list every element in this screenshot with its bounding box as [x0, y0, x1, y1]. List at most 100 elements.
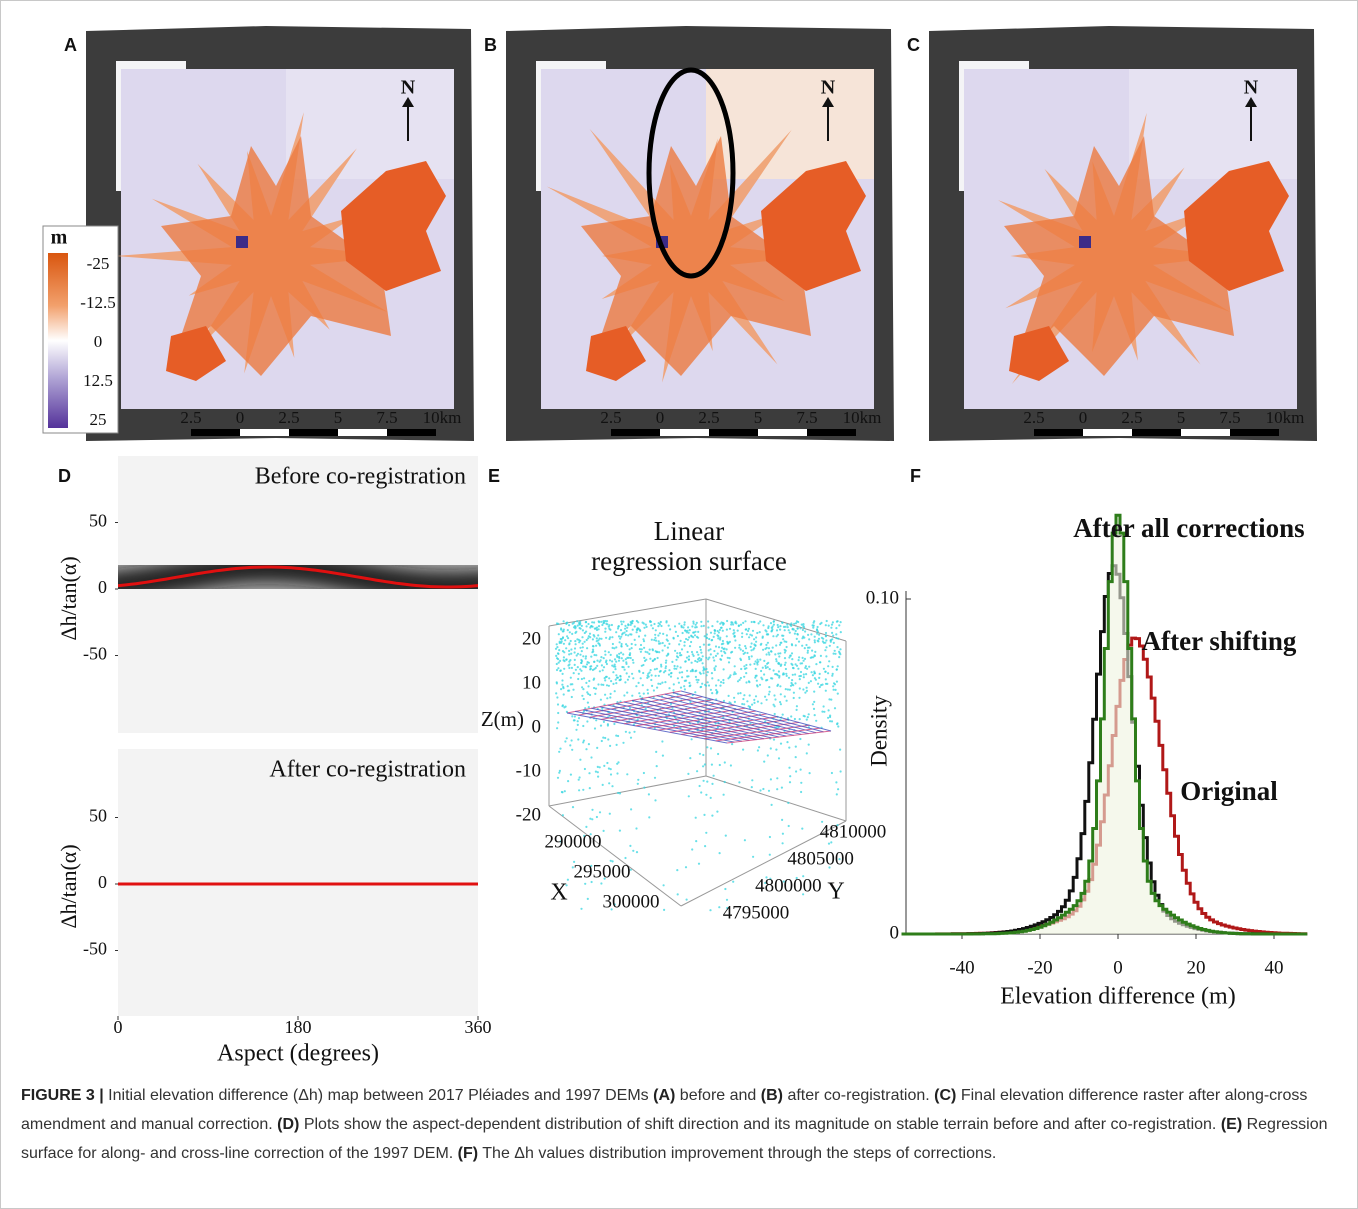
scatter-point: [560, 688, 563, 691]
x-tick-label: 360: [465, 1017, 492, 1037]
scatter-point: [634, 643, 637, 646]
scatter-point: [719, 626, 723, 629]
scatter-point: [642, 663, 645, 667]
scatter-point: [706, 681, 709, 684]
scatter-point: [579, 620, 582, 623]
scatter-point: [680, 624, 683, 628]
scatter-point: [666, 646, 670, 649]
scatter-point: [623, 668, 626, 671]
scatter-point: [591, 651, 594, 654]
scatter-point: [697, 658, 700, 661]
scatter-point: [614, 678, 617, 681]
scatter-point: [681, 676, 684, 679]
scale-bar: [289, 429, 338, 436]
scatter-point: [700, 620, 703, 623]
scatter-point: [786, 741, 789, 744]
scatter-point: [613, 903, 616, 906]
scatter-point: [686, 669, 689, 672]
scatter-point: [654, 633, 657, 636]
scatter-point: [665, 634, 669, 637]
scatter-point: [593, 727, 597, 730]
scatter-point: [788, 781, 792, 784]
scatter-point: [839, 748, 842, 751]
scatter-point: [839, 648, 842, 651]
scatter-point: [766, 754, 769, 757]
scatter-point: [791, 658, 794, 661]
scatter-point: [583, 677, 586, 680]
scatter-point: [563, 790, 566, 793]
map: [506, 26, 894, 441]
scatter-point: [746, 651, 749, 655]
scatter-point: [678, 671, 681, 674]
scatter-point: [568, 666, 571, 670]
scatter-point: [789, 623, 792, 627]
scatter-point: [555, 692, 558, 695]
scatter-point: [690, 738, 693, 741]
scatter-point: [582, 688, 585, 691]
scatter-point: [831, 621, 835, 624]
scatter-point: [697, 862, 701, 865]
scatter-point: [805, 689, 809, 693]
scatter-point: [642, 638, 645, 641]
scatter-point: [650, 638, 653, 641]
scatter-point: [561, 672, 564, 676]
caption-text: The Δh values distribution improvement t…: [482, 1145, 997, 1162]
scatter-point: [679, 686, 683, 689]
scatter-point: [776, 633, 780, 636]
scatter-point: [827, 709, 830, 712]
scatter-point: [605, 659, 608, 662]
scatter-point: [781, 621, 784, 624]
scatter-point: [741, 632, 744, 635]
scatter-point: [578, 641, 581, 644]
scatter-point: [633, 638, 636, 642]
scatter-point: [646, 651, 649, 654]
scatter-point: [629, 656, 632, 660]
scatter-point: [816, 625, 819, 629]
scatter-point: [668, 669, 671, 672]
scatter-point: [722, 668, 725, 671]
scatter-point: [719, 636, 722, 639]
y-tick-label: -50: [83, 644, 107, 664]
scatter-point: [832, 652, 835, 655]
scatter-point: [684, 866, 688, 869]
scatter-point: [779, 625, 782, 628]
scatter-point: [649, 657, 652, 660]
scatter-point: [668, 687, 671, 690]
scatter-point: [829, 720, 832, 723]
scatter-point: [799, 768, 802, 771]
scatter-point: [589, 817, 592, 820]
scatter-point: [620, 644, 623, 648]
scatter-point: [681, 631, 684, 635]
scatter-point: [655, 667, 659, 670]
scatter-point: [835, 633, 838, 636]
scatter-point: [627, 634, 630, 637]
scatter-point: [733, 634, 736, 637]
scatter-point: [679, 654, 682, 657]
scatter-point: [772, 738, 776, 741]
scatter-point: [631, 622, 634, 625]
scatter-point: [774, 698, 777, 701]
scatter-point: [805, 718, 808, 721]
scatter-point: [631, 672, 634, 675]
scatter-point: [793, 717, 797, 721]
scatter-point: [597, 625, 601, 628]
scatter-point: [796, 627, 799, 630]
scatter-point: [687, 631, 690, 634]
scatter-point: [637, 621, 640, 624]
scatter-point: [589, 668, 592, 671]
scatter-point: [824, 649, 827, 652]
scale-label: 0: [656, 408, 665, 427]
scatter-point: [649, 620, 652, 623]
scatter-point: [718, 852, 721, 855]
scatter-point: [702, 669, 705, 672]
scatter-point: [776, 623, 779, 627]
scatter-point: [588, 787, 591, 790]
scatter-point: [753, 638, 756, 641]
scatter-point: [730, 621, 733, 624]
scatter-point: [817, 682, 820, 685]
scatter-point: [779, 701, 782, 704]
scatter-point: [766, 641, 770, 644]
scatter-point: [580, 624, 583, 628]
scatter-point: [644, 634, 647, 637]
